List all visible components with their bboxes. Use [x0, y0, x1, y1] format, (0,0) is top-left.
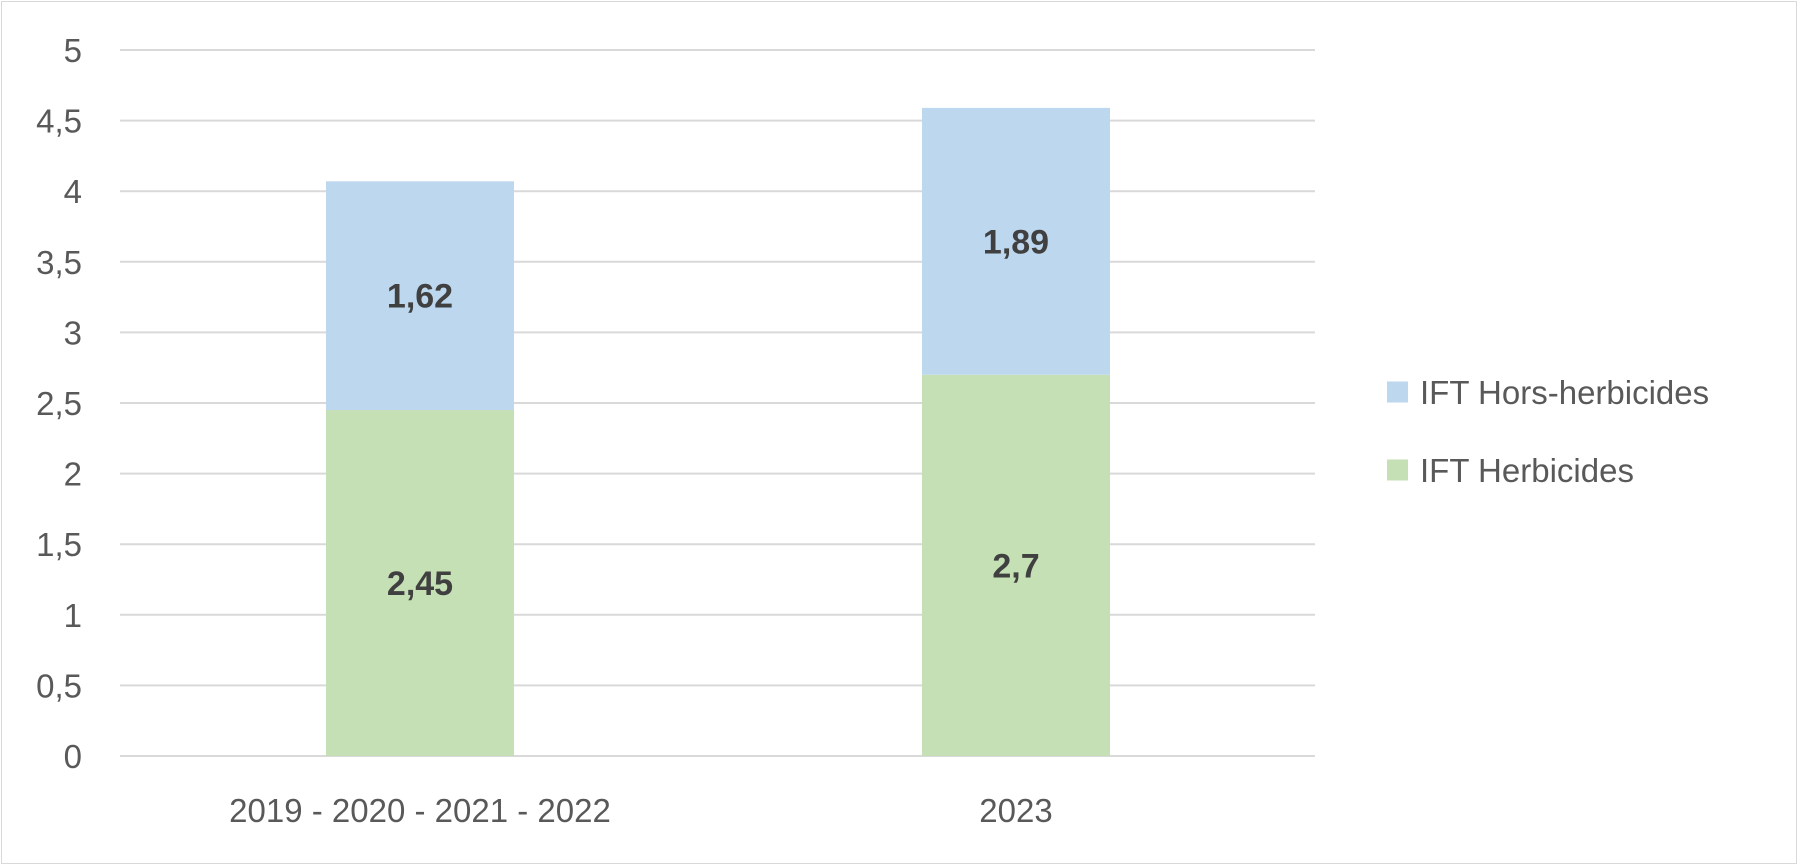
- grid-layer: [120, 49, 1315, 757]
- data-label: 1,62: [387, 278, 453, 316]
- data-label-layer: 2,45 1,62 2,7 1,89: [387, 223, 1049, 603]
- data-label: 2,7: [992, 547, 1039, 585]
- legend: IFT Hors-herbicides IFT Herbicides: [1387, 374, 1709, 489]
- bar-segment-ift-herbicides-1: [922, 374, 1110, 756]
- x-axis-tick-labels: 2019 - 2020 - 2021 - 2022 2023: [229, 792, 1053, 829]
- y-tick-label: 3: [64, 314, 82, 351]
- bar-segment-ift-hors-herbicides-1: [922, 107, 1110, 375]
- y-tick-label: 2,5: [36, 385, 82, 422]
- y-tick-label: 3,5: [36, 244, 82, 281]
- y-tick-label: 0: [64, 738, 82, 775]
- legend-label: IFT Herbicides: [1420, 452, 1634, 489]
- bar-layer: [326, 107, 1110, 756]
- legend-swatch: [1387, 459, 1408, 481]
- y-tick-label: 4: [64, 173, 82, 210]
- legend-label: IFT Hors-herbicides: [1420, 374, 1709, 411]
- x-tick-label: 2023: [979, 792, 1052, 829]
- x-tick-label: 2019 - 2020 - 2021 - 2022: [229, 792, 611, 829]
- y-tick-label: 1,5: [36, 526, 82, 563]
- data-label: 1,89: [983, 223, 1049, 261]
- y-tick-label: 5: [64, 32, 82, 69]
- y-axis-tick-labels: 0 0,5 1 1,5 2 2,5 3 3,5 4 4,5 5: [36, 32, 82, 775]
- bar-segment-ift-herbicides-0: [326, 410, 514, 756]
- legend-swatch: [1387, 381, 1408, 403]
- y-tick-label: 4,5: [36, 103, 82, 140]
- y-tick-label: 0,5: [36, 667, 82, 704]
- y-tick-label: 2: [64, 456, 82, 493]
- y-tick-label: 1: [64, 597, 82, 634]
- bar-segment-ift-hors-herbicides-0: [326, 181, 514, 411]
- data-label: 2,45: [387, 565, 453, 603]
